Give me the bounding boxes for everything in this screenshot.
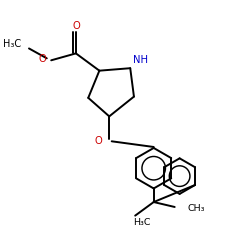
Text: O: O xyxy=(38,54,46,64)
Text: H₃C: H₃C xyxy=(4,39,22,49)
Text: O: O xyxy=(94,136,102,145)
Text: O: O xyxy=(72,21,80,31)
Text: H₃C: H₃C xyxy=(133,218,150,227)
Text: CH₃: CH₃ xyxy=(187,204,204,214)
Text: NH: NH xyxy=(133,55,148,65)
